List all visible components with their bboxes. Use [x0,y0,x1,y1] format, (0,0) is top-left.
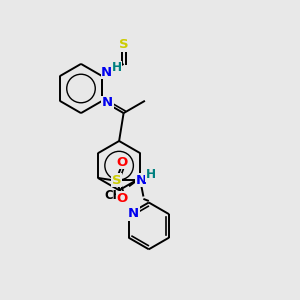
Text: N: N [135,174,147,187]
Text: H: H [146,168,156,182]
Text: O: O [116,192,128,205]
Text: S: S [112,174,121,187]
Text: N: N [102,96,113,110]
Text: H: H [112,61,122,74]
Text: N: N [128,207,139,220]
Text: CH₃: CH₃ [104,189,128,202]
Text: N: N [101,66,112,79]
Text: S: S [119,38,128,51]
Text: O: O [116,155,128,169]
